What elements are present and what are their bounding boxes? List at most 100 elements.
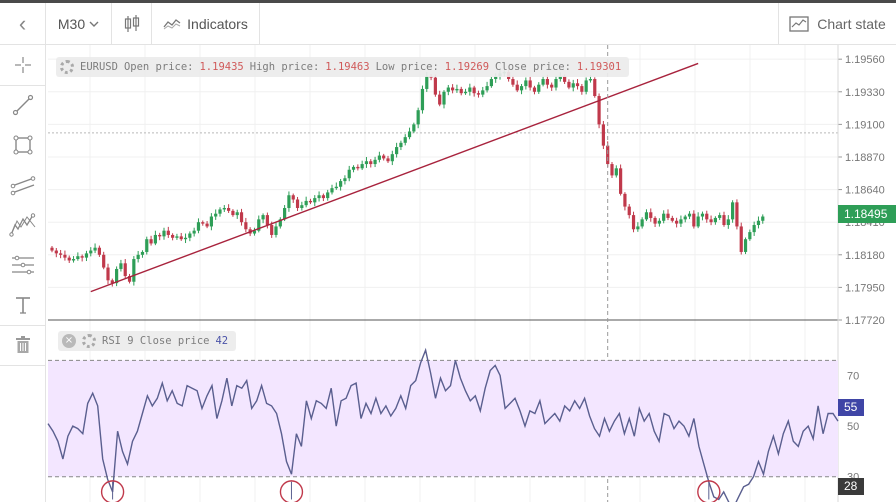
- candle-body: [416, 110, 420, 125]
- signal-marker: [279, 480, 304, 502]
- candle-body: [162, 230, 166, 237]
- price-tick-label: 1.19330: [845, 87, 885, 99]
- fibonacci-icon: [9, 213, 36, 237]
- candle-body: [623, 193, 627, 207]
- candle-body: [287, 195, 291, 209]
- legend-symbol: EURUSD: [80, 61, 118, 73]
- candle-body: [515, 84, 519, 91]
- candle-body: [183, 237, 188, 240]
- fibonacci-tool[interactable]: [0, 205, 46, 245]
- rectangle-tool[interactable]: [0, 125, 46, 165]
- price-tick-label: 1.18180: [845, 250, 885, 262]
- candle-body: [196, 222, 201, 231]
- text-icon: [16, 297, 30, 314]
- candle-body: [597, 96, 601, 125]
- candle-body: [752, 225, 756, 233]
- candle-body: [481, 90, 485, 95]
- candle-body: [158, 234, 162, 237]
- candle-body: [291, 195, 295, 200]
- channel-tool[interactable]: [0, 165, 46, 205]
- trend-line-tool[interactable]: [0, 85, 46, 125]
- candle-body: [726, 219, 730, 226]
- candle-body: [93, 247, 97, 251]
- candle-body: [252, 230, 257, 234]
- legend-high-label: High price:: [249, 61, 320, 73]
- rsi-line: [47, 347, 839, 502]
- candle-body: [283, 208, 287, 220]
- candle-body: [739, 226, 743, 252]
- toolbar: ‹ M30 Indicators Chart state: [0, 3, 896, 45]
- candle-body: [593, 79, 597, 97]
- candle-body: [713, 217, 717, 223]
- text-tool[interactable]: [0, 285, 46, 325]
- crosshair-tool[interactable]: [0, 45, 46, 85]
- candle-body: [476, 93, 481, 95]
- candle-body: [489, 79, 493, 87]
- back-button[interactable]: ‹: [0, 3, 46, 45]
- candle-body: [231, 210, 235, 216]
- chart-type-button[interactable]: [112, 3, 152, 45]
- settings-gear-icon[interactable]: [82, 334, 96, 348]
- candle-body: [731, 202, 735, 220]
- candle-body: [399, 142, 403, 148]
- indicators-button[interactable]: Indicators: [152, 3, 260, 45]
- candle-body: [675, 220, 679, 224]
- legend-high-value: 1.19463: [325, 61, 370, 73]
- candle-body: [59, 253, 63, 255]
- candle-body: [571, 83, 575, 88]
- candle-body: [313, 198, 317, 203]
- candle-body: [756, 220, 761, 226]
- signal-marker: [100, 480, 125, 502]
- candle-body: [403, 137, 407, 143]
- candle-body: [705, 213, 709, 220]
- trend-line-icon: [12, 94, 34, 116]
- rsi-tick-label: 50: [847, 421, 859, 433]
- candle-body: [567, 81, 571, 88]
- delete-drawings-button[interactable]: [0, 325, 46, 365]
- candle-body: [300, 205, 304, 209]
- candle-body: [550, 84, 554, 88]
- candle-body: [373, 159, 377, 165]
- candle-body: [214, 213, 218, 217]
- price-tick-label: 1.18870: [845, 152, 885, 164]
- top-border: [0, 0, 896, 3]
- trend-line: [90, 62, 699, 293]
- legend-close-label: Close price:: [495, 61, 571, 73]
- chart-state-label: Chart state: [817, 16, 886, 32]
- candle-body: [364, 161, 369, 165]
- candle-body: [666, 213, 670, 218]
- candle-body: [102, 254, 106, 268]
- candle-body: [649, 212, 653, 218]
- rsi-legend-value: 42: [215, 335, 229, 347]
- candle-body: [614, 168, 618, 176]
- chart-state-button[interactable]: Chart state: [778, 3, 896, 45]
- candle-body: [321, 195, 325, 199]
- candle-body: [89, 250, 93, 254]
- price-tick-label: 1.19100: [845, 119, 885, 131]
- candle-body: [136, 254, 140, 260]
- chevron-left-icon: ‹: [18, 11, 27, 36]
- candle-body: [761, 216, 765, 221]
- legend-close-value: 1.19301: [576, 61, 622, 73]
- candle-body: [455, 88, 459, 91]
- candle-body: [636, 226, 640, 230]
- rsi-legend: × RSI 9 Close price 42: [58, 331, 237, 351]
- candle-body: [438, 94, 442, 105]
- candle-body: [657, 220, 661, 224]
- candle-body: [606, 145, 610, 165]
- candle-body: [343, 178, 347, 182]
- candle-body: [317, 195, 321, 199]
- candle-body: [420, 88, 425, 111]
- timeframe-select[interactable]: M30: [46, 3, 112, 45]
- settings-gear-icon[interactable]: [60, 60, 74, 74]
- close-indicator-icon[interactable]: ×: [62, 334, 76, 348]
- candle-body: [563, 76, 567, 82]
- candle-body: [218, 209, 222, 214]
- sidebar-divider: [0, 365, 46, 366]
- candle-body: [205, 223, 209, 227]
- signal-marker: [697, 480, 721, 502]
- candle-body: [743, 239, 748, 252]
- rsi-tick-label: 70: [847, 371, 859, 383]
- pitchfork-tool[interactable]: [0, 245, 46, 285]
- price-chart[interactable]: 1.19560 1.19330 1.19100 1.18870 1.18640 1.184…: [46, 45, 896, 502]
